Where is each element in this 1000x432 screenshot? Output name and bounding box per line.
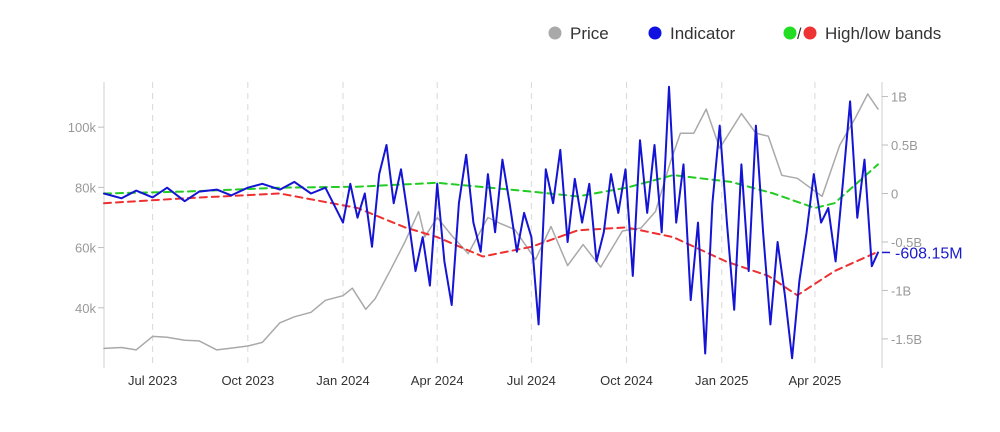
legend-separator: /	[797, 26, 802, 43]
last-value-label: -608.15M	[895, 245, 963, 262]
right-tick-label: 1B	[891, 90, 907, 105]
right-tick-label: -0.5B	[891, 235, 922, 250]
grid	[152, 82, 816, 368]
legend-item: Indicator	[648, 24, 736, 43]
legend: Price Indicator / High/low bands	[548, 24, 941, 43]
left-tick-label: 60k	[75, 241, 96, 256]
legend-label: Price	[570, 24, 609, 43]
legend-swatch	[803, 26, 817, 40]
x-tick-label: Apr 2025	[788, 373, 841, 388]
right-tick-label: 0	[891, 186, 898, 201]
legend-swatch	[783, 26, 797, 40]
value-labels: -608.15M	[882, 245, 963, 262]
series-line-price	[103, 93, 879, 351]
legend-item: / High/low bands	[783, 24, 941, 43]
x-tick-label: Jul 2024	[507, 373, 556, 388]
series-line-high-band	[103, 163, 879, 209]
legend-label: High/low bands	[825, 24, 941, 43]
series-line-low-band	[103, 192, 879, 297]
x-tick-label: Jan 2025	[695, 373, 749, 388]
series-layer	[103, 85, 879, 360]
legend-label: Indicator	[670, 24, 736, 43]
axes: Jul 2023 Oct 2023 Jan 2024 Apr 2024 Jul 2024…	[68, 82, 922, 388]
legend-item: Price	[548, 24, 609, 43]
left-tick-label: 80k	[75, 180, 96, 195]
right-tick-label: -1.5B	[891, 332, 922, 347]
left-tick-label: 40k	[75, 301, 96, 316]
legend-swatch	[548, 26, 562, 40]
x-tick-label: Oct 2024	[600, 373, 653, 388]
right-tick-label: 0.5B	[891, 138, 918, 153]
series-line-indicator	[103, 85, 879, 360]
legend-swatch	[648, 26, 662, 40]
x-tick-label: Jul 2023	[128, 373, 177, 388]
x-tick-label: Apr 2024	[411, 373, 464, 388]
x-tick-label: Jan 2024	[316, 373, 370, 388]
right-tick-label: -1B	[891, 283, 911, 298]
left-tick-label: 100k	[68, 120, 97, 135]
x-tick-label: Oct 2023	[221, 373, 274, 388]
